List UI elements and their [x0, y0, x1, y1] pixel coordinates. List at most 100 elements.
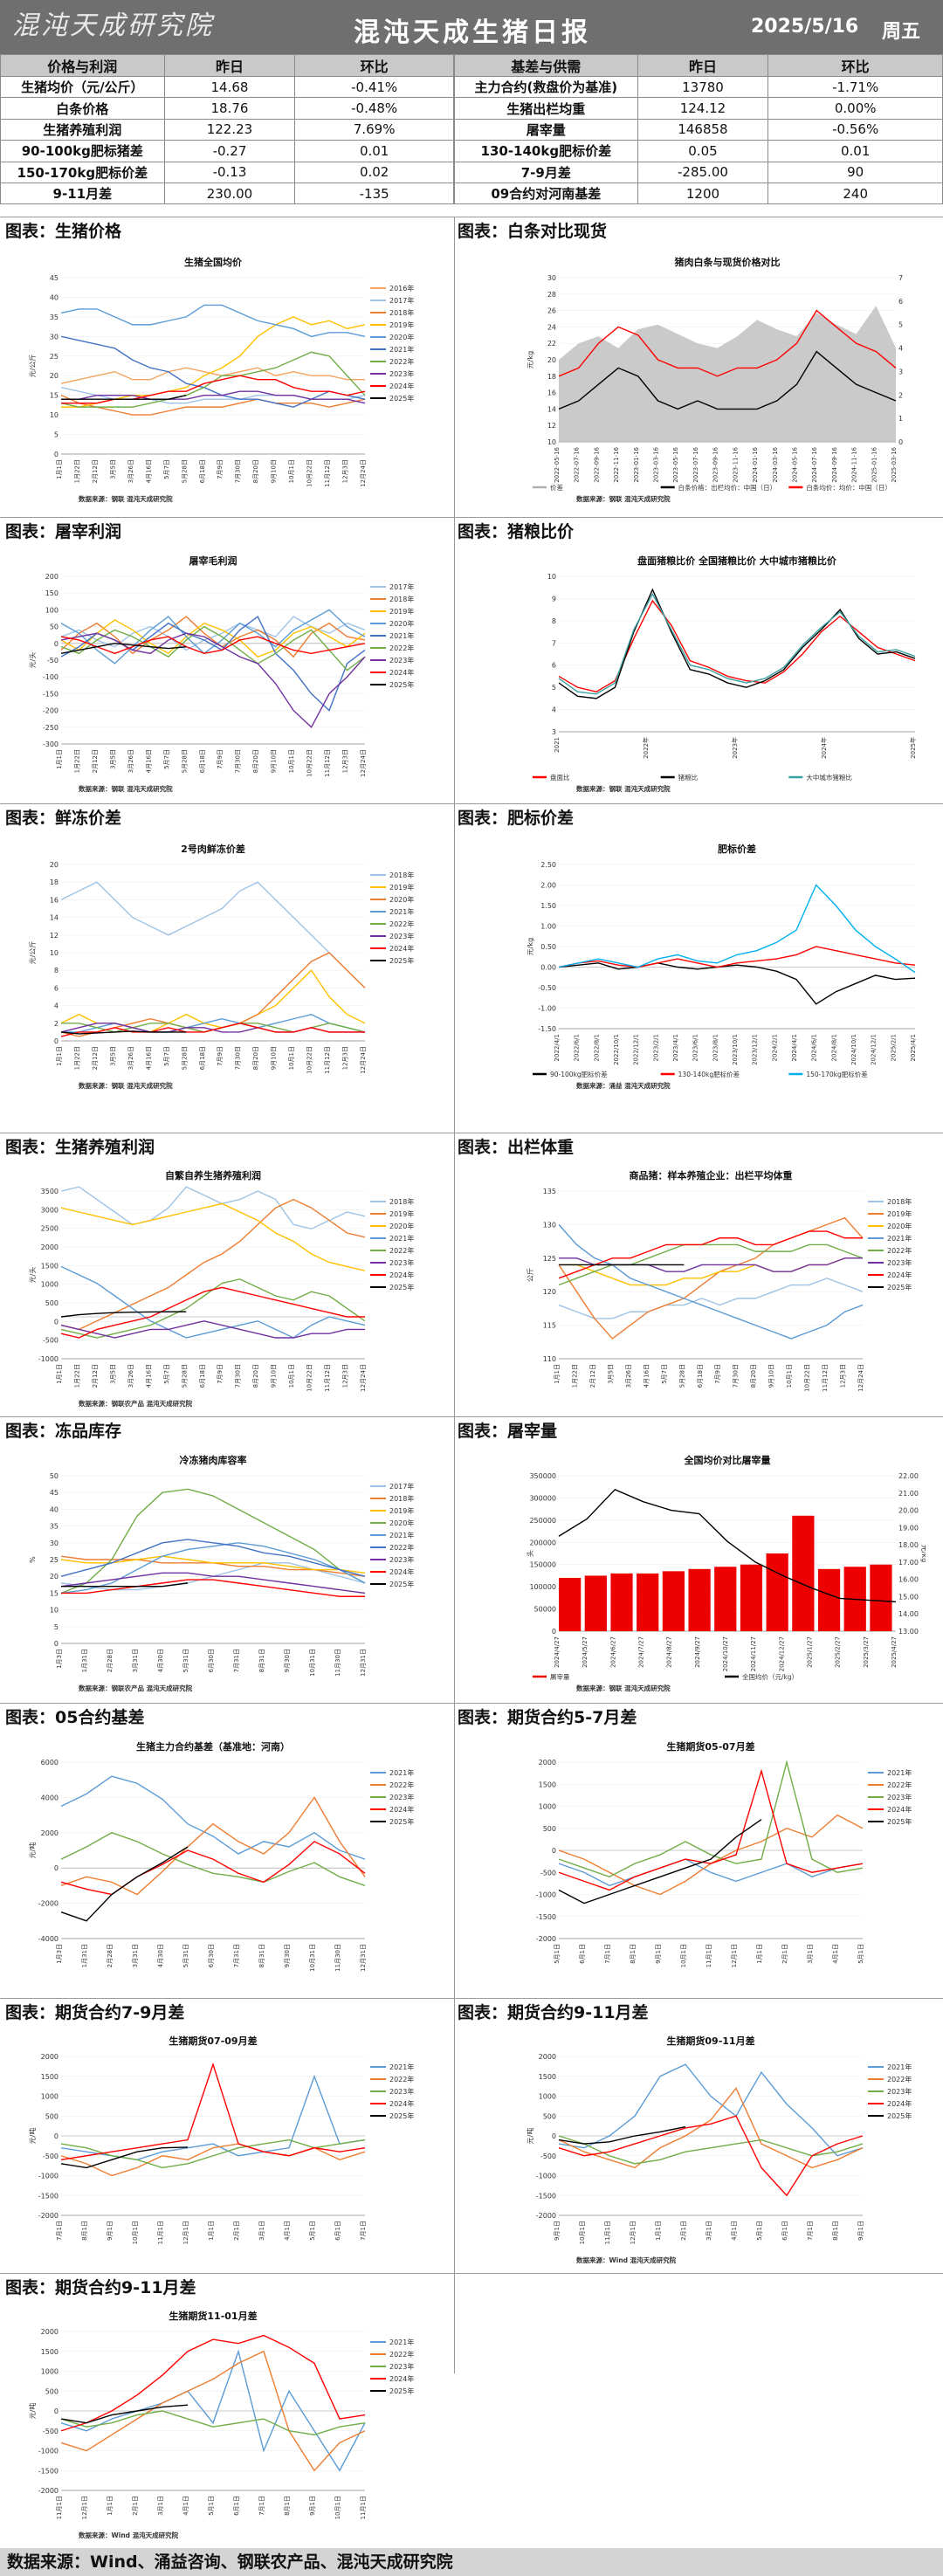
legend-label: 2023年: [389, 932, 414, 940]
x-tick-label: 2024/5/27: [582, 1636, 589, 1668]
chart-svg: 商品猪：样本养殖企业：出栏平均体重 135 130 125 120 115 110 公斤 1月1…: [526, 1169, 912, 1392]
bar: [610, 1573, 633, 1631]
y-tick-label: 2500: [41, 1225, 59, 1233]
line-series: [60, 952, 366, 1037]
line-series: [60, 2349, 366, 2472]
x-tick-label: 10月22日: [306, 459, 313, 487]
x-tick-label: 7月1日: [258, 2496, 265, 2516]
cell-change: -0.56%: [767, 118, 943, 141]
x-tick-label: 11月12日: [324, 459, 331, 487]
legend-label: 2023年: [389, 1793, 414, 1801]
area-series: [559, 306, 896, 442]
line-series: [558, 2087, 864, 2169]
column-header: 基差与供需: [454, 54, 638, 77]
page-title: 混沌天成生猪日报: [354, 17, 591, 48]
x-tick-label: 2023/2/1: [652, 1034, 659, 1061]
row-label: 150-170kg肥标价差: [0, 161, 165, 183]
y-tick-label: 150000: [529, 1561, 556, 1569]
x-tick-label: 2023-05-16: [672, 446, 679, 482]
x-tick-label: 2024/9/27: [694, 1636, 701, 1668]
y-tick-label: 0: [54, 2407, 59, 2415]
y-tick-label: 20: [50, 861, 59, 869]
x-tick-label: 1月1日: [56, 1046, 63, 1066]
y-tick-label: 14: [50, 914, 59, 922]
x-tick-label: 5月1日: [554, 1944, 561, 1964]
data-source-footer: 数据来源：Wind、涌益咨询、钢联农产品、混沌天成研究院: [0, 2548, 943, 2576]
x-tick-label: 1月22日: [73, 1364, 80, 1388]
table-row: 屠宰量 146858 -0.56%: [454, 118, 943, 141]
x-tick-label: 10月22日: [804, 1364, 811, 1392]
x-tick-label: 2025/4/1: [910, 1034, 917, 1061]
line-series: [61, 1582, 189, 1588]
section-divider: [0, 803, 943, 804]
x-tick-label: 9月30日: [284, 1649, 291, 1672]
y2-tick-label: 3: [898, 368, 903, 375]
legend-label: 2024年: [389, 1567, 414, 1576]
table-row: 9-11月差 230.00 -135: [0, 182, 454, 205]
y-tick-label: -1000: [536, 2173, 556, 2180]
x-tick-label: 5月7日: [661, 1364, 668, 1384]
x-tick-label: 5月7日: [163, 749, 170, 769]
y-axis-label: 元/头: [28, 1267, 37, 1284]
line-series: [60, 625, 366, 672]
x-tick-label: 11月12日: [324, 1046, 331, 1074]
line-series: [61, 1023, 366, 1033]
x-tick-label: 2024/12/27: [778, 1636, 785, 1671]
line-series: [61, 375, 366, 404]
legend-label: 2023年: [389, 2362, 414, 2371]
line-series: [60, 1846, 189, 1922]
x-tick-label: 9月10日: [271, 1364, 278, 1388]
line-series: [558, 1760, 864, 1878]
chart-source: 数据来源：钢联 混沌天成研究院: [576, 784, 671, 793]
x-tick-label: 7月1日: [604, 1944, 611, 1964]
y-tick-label: -4000: [38, 1935, 59, 1943]
chart-09-11-spread: 生猪期货09-11月差 2000 1500 1000 500 0 -500 -1000 -150…: [524, 2030, 926, 2266]
x-tick-label: 6月30日: [208, 1649, 215, 1672]
x-tick-label: 7月31日: [233, 1649, 240, 1672]
y-tick-label: 22: [547, 340, 556, 348]
legend-label: 2022年: [389, 920, 414, 928]
y-tick-label: 4: [54, 1002, 59, 1010]
chart-national-hog-price: 生猪全国均价 45 40 35 30 25 20 15 10 5 0 元/公斤 1月1日 1月22日 2月1…: [26, 251, 428, 505]
legend-label: 2025年: [389, 680, 414, 689]
x-tick-label: 10月1日: [786, 1364, 793, 1388]
x-tick-label: 2023年: [731, 737, 739, 759]
line-series: [61, 1013, 366, 1033]
x-tick-label: 12月1日: [731, 1944, 738, 1967]
y2-tick-label: 13.00: [898, 1628, 919, 1636]
legend-label: 2018年: [389, 871, 414, 879]
x-tick-label: 2025/2/1: [890, 1034, 897, 1061]
x-tick-label: 1月1日: [56, 749, 63, 769]
x-tick-label: 3月31日: [132, 1944, 139, 1967]
table-row: 白条价格 18.76 -0.48%: [0, 97, 454, 120]
legend-label: 全国均价（元/kg）: [742, 1672, 798, 1681]
legend-label: 2021年: [389, 345, 414, 354]
chart-title: 生猪主力合约基差（基准地：河南）: [136, 1740, 290, 1753]
bar: [870, 1564, 892, 1631]
y-axis-label: 头: [526, 1550, 534, 1557]
y-tick-label: 0: [54, 1318, 59, 1326]
section-title: 图表：冻品库存: [5, 1422, 122, 1441]
x-tick-label: 3月1日: [706, 2221, 712, 2241]
x-tick-label: 5月28日: [181, 749, 188, 773]
section-title: 图表：屠宰利润: [5, 522, 122, 541]
chart-svg: 生猪期货07-09月差 2000 1500 1000 500 0 -500 -1000 -150…: [28, 2035, 414, 2244]
chart-title: 生猪全国均价: [184, 256, 243, 268]
x-tick-label: 12月24日: [360, 749, 367, 777]
cell-value: 18.76: [163, 97, 296, 120]
x-tick-label: 9月1日: [857, 2221, 864, 2241]
x-tick-label: 2024-11-16: [851, 446, 858, 482]
legend-label: 2025年: [389, 1580, 414, 1588]
report-date: 2025/5/16: [751, 16, 859, 38]
x-tick-label: 10月1日: [288, 749, 295, 773]
x-tick-label: 10月1日: [132, 2221, 139, 2244]
x-tick-label: 3月1日: [157, 2496, 164, 2516]
logo: 混沌天成研究院: [12, 7, 239, 45]
y-tick-label: -500: [43, 2152, 59, 2160]
bar: [637, 1573, 659, 1631]
chart-hog-grain-ratio: 盘面猪粮比价 全国猪粮比价 大中城市猪粮比价 10 9 8 7 6 5 4 3 2021 2022年…: [524, 550, 926, 795]
x-tick-label: 12月24日: [360, 1364, 367, 1392]
y-tick-label: 20: [50, 372, 59, 380]
y-tick-label: -500: [540, 2152, 556, 2160]
